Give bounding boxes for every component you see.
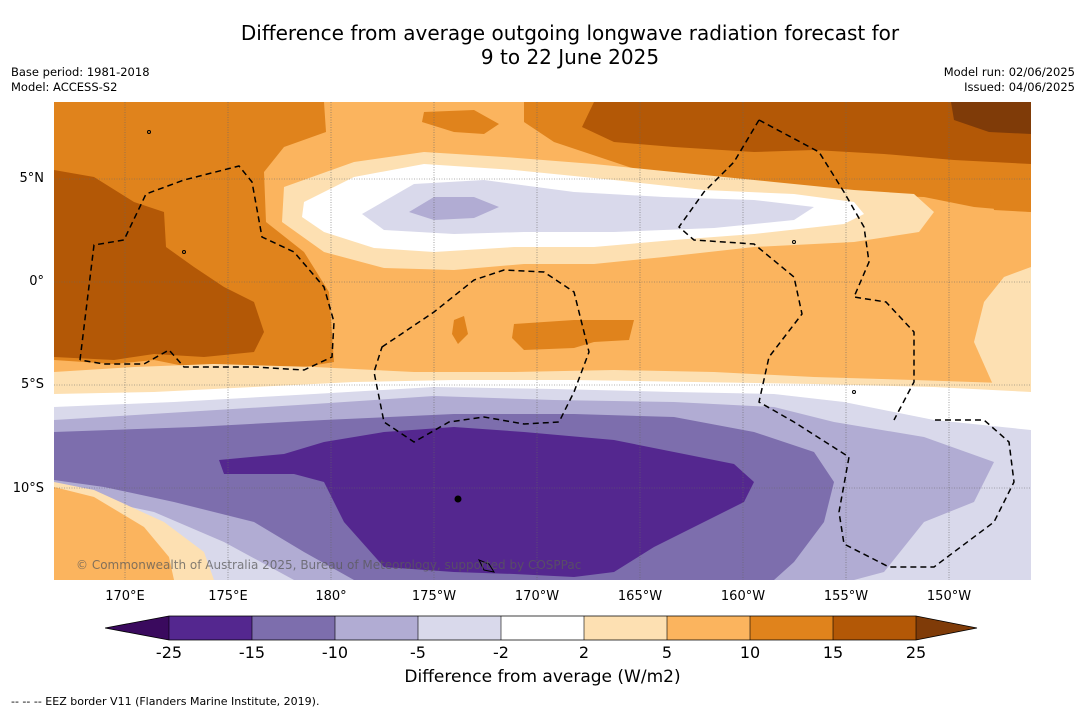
lon-label-160w: 160°W [720,589,766,604]
colorbar-cell-lt-25 [105,616,169,640]
colorbar-cell-2-5 [584,616,667,640]
lat-label-5s: 5°S [20,377,44,392]
lon-label-175w: 175°W [411,589,457,604]
colorbar-cell-5-10 [667,616,750,640]
lon-label-155w: 155°W [823,589,869,604]
field-10-15-small [422,110,499,134]
copyright-notice: © Commonwealth of Australia 2025, Bureau… [76,558,582,572]
lat-label-10s: 10°S [12,481,44,496]
eez-legend: -- -- -- EEZ border V11 (Flanders Marine… [11,695,320,708]
field-2-5-east [974,267,1031,392]
colorbar [105,615,978,641]
field-10-15-center-blob [512,320,634,350]
model-name: Model: ACCESS-S2 [11,80,118,94]
lon-label-175e: 175°E [208,589,248,604]
model-run: Model run: 02/06/2025 [943,65,1075,79]
lon-label-150w: 150°W [926,589,972,604]
field-gt25-corner [951,102,1031,134]
colorbar-tick: 15 [822,643,844,662]
lon-label-170w: 170°W [514,589,560,604]
title-line-2: 9 to 22 June 2025 [480,45,660,69]
issued-date: Issued: 04/06/2025 [964,80,1075,94]
lon-label-165w: 165°W [617,589,663,604]
colorbar-cell-15-10 [252,616,335,640]
graticule [54,102,1031,580]
colorbar-cell-gt25 [916,616,977,640]
colorbar-tick: 25 [905,643,927,662]
base-period: Base period: 1981-2018 [11,65,150,79]
colorbar-cell-10-15 [750,616,833,640]
lon-label-180: 180° [315,589,347,604]
colorbar-tick: -2 [493,643,509,662]
field-10-15-east-tip [984,160,1031,212]
island-outlines [147,130,856,573]
field-neg10-north [409,197,499,220]
colorbar-tick: -5 [410,643,426,662]
meta-left: Base period: 1981-2018 Model: ACCESS-S2 [11,65,150,95]
colorbar-tick: -10 [321,643,349,662]
colorbar-tick: 5 [661,643,673,662]
colorbar-tick: 2 [578,643,590,662]
field-15-25-northeast [582,102,1031,164]
field-10-15-dot [452,316,468,344]
colorbar-cell-10-5 [335,616,418,640]
lat-label-0: 0° [29,274,44,289]
anomaly-field [54,102,1031,580]
colorbar-cell-5-2 [418,616,501,640]
eez-borders [79,119,1015,568]
title-line-1: Difference from average outgoing longwav… [240,21,900,45]
colorbar-tick: -25 [155,643,183,662]
colorbar-label: Difference from average (W/m2) [404,667,681,687]
field-neg25-south [219,427,754,577]
map-title: Difference from average outgoing longwav… [0,21,1085,69]
field-15-25-west [54,170,264,360]
map-area[interactable] [54,102,1031,580]
lat-label-5n: 5°N [19,171,45,186]
field-5-10-southwest-inner [54,487,174,580]
lon-label-170e: 170°E [105,589,145,604]
colorbar-tick: -15 [238,643,266,662]
colorbar-cell-2-2 [501,616,584,640]
meta-right: Model run: 02/06/2025 Issued: 04/06/2025 [944,65,1075,95]
colorbar-cell-15-25 [833,616,916,640]
colorbar-tick: 10 [739,643,761,662]
colorbar-dividers [168,616,917,640]
field-neg5-north [362,180,814,234]
colorbar-cell-25-15 [169,616,252,640]
